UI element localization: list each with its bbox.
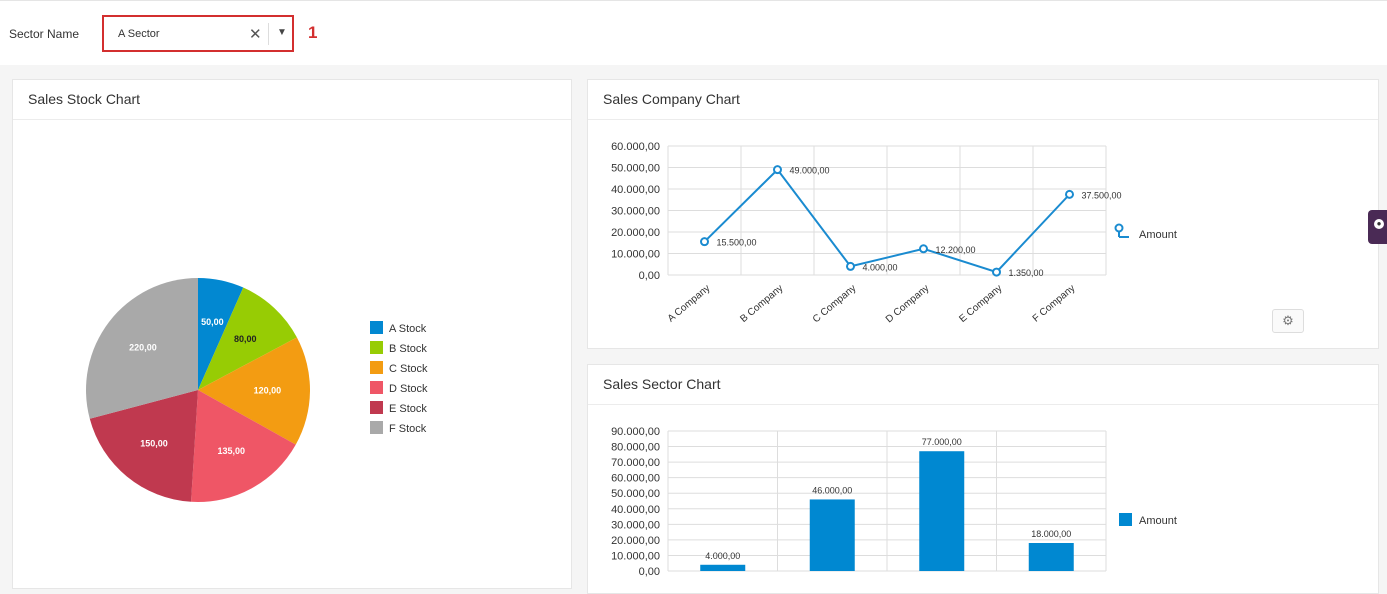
data-label: 18.000,00	[1031, 529, 1071, 539]
legend-swatch	[1119, 513, 1132, 526]
bar	[919, 451, 965, 571]
pie-data-label: 120,00	[254, 386, 282, 396]
clear-icon[interactable]: ✕	[249, 26, 262, 43]
y-tick-label: 40.000,00	[611, 504, 660, 516]
y-tick-label: 0,00	[639, 566, 660, 578]
legend-label: A Stock	[389, 323, 427, 335]
legend-label: C Stock	[389, 363, 428, 375]
legend-swatch	[370, 321, 383, 334]
pie-data-label: 220,00	[129, 343, 157, 353]
legend-label: E Stock	[389, 403, 427, 415]
pie-data-label: 150,00	[140, 439, 168, 449]
legend-label: B Stock	[389, 343, 427, 355]
pie-slice	[198, 278, 244, 390]
data-point	[919, 244, 928, 254]
x-tick-label: F Company	[1031, 283, 1078, 325]
sales-sector-panel: Sales Sector Chart 0,00 10.000,00 20.000,0…	[587, 364, 1379, 594]
bar	[809, 499, 855, 571]
data-label: 4.000,00	[705, 551, 740, 561]
y-tick-label: 30.000,00	[611, 206, 660, 218]
x-tick-label: D Company	[884, 283, 932, 325]
legend-marker	[1114, 223, 1124, 233]
data-point	[700, 237, 709, 247]
sector-select[interactable]: A Sector ✕ ▼	[102, 15, 294, 52]
data-label: 1.350,00	[1009, 268, 1044, 278]
x-tick-label: B Company	[738, 283, 785, 325]
y-tick-label: 60.000,00	[611, 141, 660, 153]
y-tick-label: 50.000,00	[611, 163, 660, 175]
panel-title-company: Sales Company Chart	[603, 91, 740, 107]
data-label: 77.000,00	[922, 437, 962, 447]
sector-name-label: Sector Name	[9, 27, 80, 41]
sales-stock-panel: Sales Stock Chart 50,00 80,00 120,00 135,00…	[12, 79, 572, 589]
y-tick-label: 30.000,00	[611, 519, 660, 531]
bar-chart: 0,00 10.000,00 20.000,00 30.000,00 40.000,00…	[611, 426, 1177, 578]
panel-divider	[588, 119, 1378, 120]
y-tick-label: 90.000,00	[611, 426, 660, 438]
gear-icon[interactable]: ⚙	[1272, 309, 1304, 333]
pie-data-label: 50,00	[201, 317, 224, 327]
data-point	[992, 267, 1001, 277]
line-chart: 0,00 10.000,00 20.000,00 30.000,00 40.000,00…	[611, 141, 1177, 325]
y-tick-label: 20.000,00	[611, 535, 660, 547]
pie-data-label: 135,00	[217, 446, 245, 456]
panel-divider	[588, 404, 1378, 405]
y-tick-label: 10.000,00	[611, 550, 660, 562]
data-label: 4.000,00	[863, 262, 898, 272]
select-divider	[268, 23, 269, 45]
chevron-down-icon[interactable]: ▼	[277, 27, 287, 38]
filter-bar: Sector Name A Sector ✕ ▼ 1	[0, 0, 1387, 65]
data-point	[846, 261, 855, 271]
pie-slice	[191, 390, 296, 502]
y-tick-label: 10.000,00	[611, 249, 660, 261]
y-tick-label: 80.000,00	[611, 442, 660, 454]
panel-title-stock: Sales Stock Chart	[28, 91, 141, 107]
legend-swatch	[370, 401, 383, 414]
data-label: 46.000,00	[812, 485, 852, 495]
x-tick-label: E Company	[957, 283, 1004, 325]
panel-divider	[13, 119, 571, 120]
pie-data-label: 80,00	[234, 334, 257, 344]
panel-title-sector: Sales Sector Chart	[603, 376, 721, 392]
legend-label: D Stock	[389, 383, 428, 395]
sales-company-panel: Sales Company Chart 0,00 10.000,00 20.000,…	[587, 79, 1379, 349]
data-point	[773, 165, 782, 175]
pie-chart: 50,00 80,00 120,00 135,00 150,00 220,00 A Stoc…	[85, 278, 428, 502]
sector-select-value: A Sector	[118, 28, 160, 40]
bar	[1028, 543, 1074, 571]
bar	[700, 564, 746, 571]
y-tick-label: 40.000,00	[611, 184, 660, 196]
y-tick-label: 0,00	[639, 270, 660, 282]
data-label: 15.500,00	[717, 238, 757, 248]
legend-label: Amount	[1139, 515, 1177, 527]
pie-slice	[89, 390, 198, 502]
data-label: 12.200,00	[936, 245, 976, 255]
annotation-marker: 1	[308, 23, 318, 42]
legend-swatch	[370, 381, 383, 394]
series-line	[703, 168, 1071, 274]
legend-swatch	[370, 341, 383, 354]
pie-slice	[198, 337, 310, 445]
x-tick-label: C Company	[811, 283, 859, 325]
data-point	[1065, 189, 1074, 199]
legend-label: Amount	[1139, 229, 1177, 241]
data-label: 49.000,00	[790, 166, 830, 176]
y-tick-label: 60.000,00	[611, 473, 660, 485]
y-tick-label: 50.000,00	[611, 488, 660, 500]
data-label: 37.500,00	[1082, 190, 1122, 200]
legend-swatch	[370, 361, 383, 374]
pie-slice	[85, 278, 198, 419]
legend-swatch	[370, 421, 383, 434]
legend-label: F Stock	[389, 423, 427, 435]
side-tab[interactable]: ●	[1368, 210, 1387, 244]
x-tick-label: A Company	[666, 283, 713, 325]
y-tick-label: 70.000,00	[611, 457, 660, 469]
y-tick-label: 20.000,00	[611, 227, 660, 239]
pie-slice	[198, 287, 297, 390]
side-tab-icon: ●	[1374, 219, 1384, 229]
